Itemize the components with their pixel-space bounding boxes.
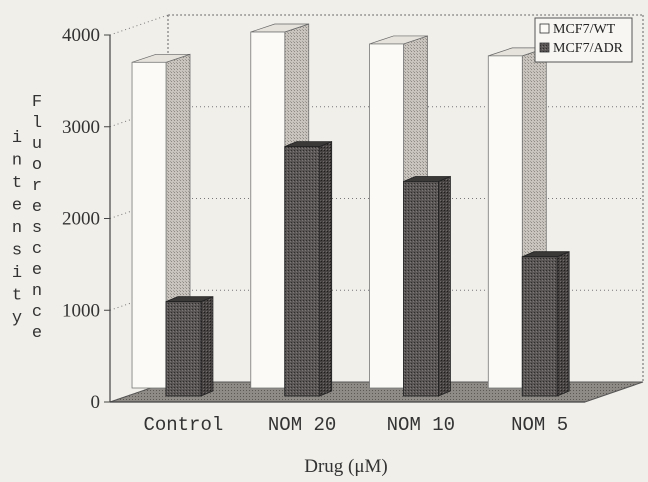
bars-layer <box>131 23 570 397</box>
legend-swatch-MCF7/WT <box>539 23 550 34</box>
bar-side-MCF7/ADR <box>556 251 570 397</box>
x-tick-label: NOM 20 <box>268 414 336 436</box>
y-axis-title-char: F <box>32 93 42 112</box>
y-axis-title-char: n <box>12 152 22 171</box>
labels-layer: 0 1000 2000 3000 4000 Control NOM 20 NOM 10 NOM … <box>62 25 568 436</box>
y-axis-title-char: l <box>32 114 42 133</box>
y-axis-title-char: o <box>32 156 42 175</box>
axis-layer <box>104 34 585 403</box>
bar-MCF7/ADR-NOM 5 <box>521 256 558 397</box>
y-axis-title-char: t <box>12 174 22 193</box>
bar-side-MCF7/ADR <box>200 296 214 397</box>
y-axis-title-char: y <box>12 309 22 328</box>
y-axis-title-char: i <box>12 264 22 283</box>
y-axis-title-char: t <box>12 287 22 306</box>
y-tick-label: 4000 <box>62 25 100 46</box>
bar-MCF7/WT-Control <box>131 61 167 389</box>
bar-MCF7/WT-NOM 10 <box>369 43 404 389</box>
legend-label-MCF7/ADR: MCF7/ADR <box>553 41 624 56</box>
y-axis-title-char: i <box>12 129 22 148</box>
bar-MCF7/ADR-Control <box>165 301 202 397</box>
y-axis-title-char: r <box>32 177 42 196</box>
x-axis-title: Drug (μM) <box>304 456 388 477</box>
x-tick-label: NOM 5 <box>511 414 568 436</box>
y-axis-title-char: s <box>12 242 22 261</box>
y-axis-title-char: n <box>12 219 22 238</box>
y-axis-title-char: c <box>32 240 42 259</box>
y-axis-title-char: e <box>12 197 22 216</box>
legend: MCF7/WT MCF7/ADR <box>534 17 633 63</box>
y-axis-title-char: e <box>32 261 42 280</box>
y-axis-title-char: s <box>32 219 42 238</box>
legend-box <box>534 17 633 63</box>
bar-MCF7/ADR-NOM 10 <box>403 181 439 397</box>
y-tick-label: 3000 <box>62 117 100 138</box>
y-tick-label: 2000 <box>62 209 100 230</box>
y-axis-title-char: u <box>32 135 42 154</box>
bar-side-MCF7/ADR <box>438 175 451 397</box>
y-axis-title-char: n <box>32 282 42 301</box>
y-axis-title-char: e <box>32 198 42 217</box>
y-tick-label: 1000 <box>62 300 100 321</box>
y-tick-label: 0 <box>91 392 101 413</box>
y-axis-title-char: e <box>32 324 42 343</box>
y-axis-title-char: c <box>32 303 42 322</box>
bar-MCF7/ADR-NOM 20 <box>284 146 321 397</box>
legend-swatch-MCF7/ADR <box>539 42 550 53</box>
side-gridline <box>109 14 169 36</box>
bar-MCF7/WT-NOM 20 <box>250 31 286 389</box>
legend-label-MCF7/WT: MCF7/WT <box>553 22 616 37</box>
bar-side-MCF7/ADR <box>319 141 333 397</box>
x-tick-label: NOM 10 <box>387 414 455 436</box>
x-tick-label: Control <box>143 414 223 436</box>
bar-MCF7/WT-NOM 5 <box>487 55 523 389</box>
